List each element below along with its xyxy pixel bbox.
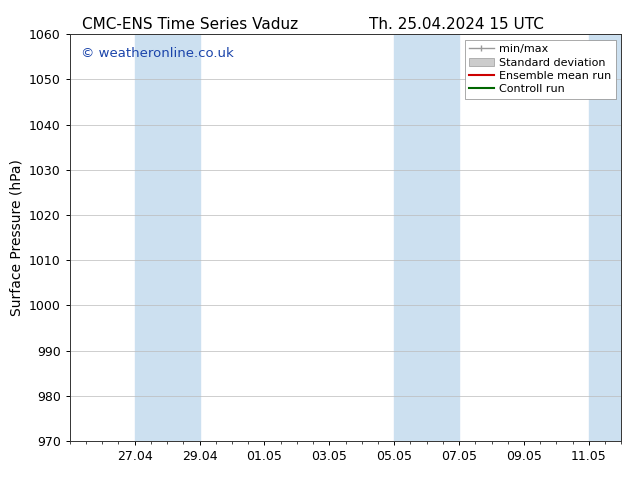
Text: CMC-ENS Time Series Vaduz: CMC-ENS Time Series Vaduz xyxy=(82,17,298,32)
Text: © weatheronline.co.uk: © weatheronline.co.uk xyxy=(81,47,233,59)
Text: Th. 25.04.2024 15 UTC: Th. 25.04.2024 15 UTC xyxy=(369,17,544,32)
Bar xyxy=(134,34,200,441)
Bar xyxy=(394,34,459,441)
Legend: min/max, Standard deviation, Ensemble mean run, Controll run: min/max, Standard deviation, Ensemble me… xyxy=(465,40,616,99)
Y-axis label: Surface Pressure (hPa): Surface Pressure (hPa) xyxy=(10,159,23,316)
Bar xyxy=(589,34,621,441)
